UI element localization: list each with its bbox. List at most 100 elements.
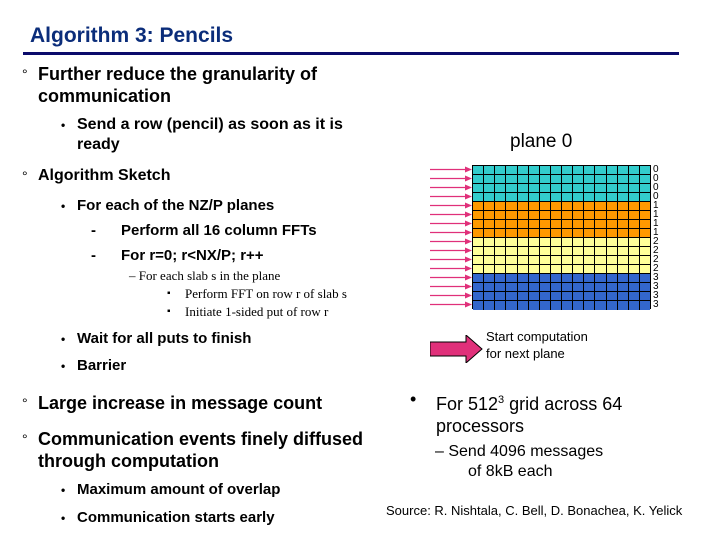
plane-cell — [495, 166, 507, 174]
plane-cell — [618, 229, 629, 237]
plane-cell — [595, 184, 607, 192]
plane-cell — [495, 247, 507, 255]
plane-label: plane 0 — [510, 131, 573, 152]
bullet-communication-line2: through computation — [38, 451, 219, 471]
row-number-label: 1 — [653, 200, 659, 211]
plane-cell — [529, 238, 540, 246]
plane-cell — [529, 220, 540, 228]
plane-cell — [607, 229, 618, 237]
plane-cell — [607, 184, 618, 192]
plane-cell — [540, 184, 551, 192]
plane-cell — [618, 292, 629, 300]
plane-cell — [618, 202, 629, 210]
plane-cell — [551, 238, 562, 246]
plane-cell — [607, 256, 618, 264]
plane-cell — [562, 274, 574, 282]
plane-cell — [518, 175, 529, 183]
plane-cell — [529, 256, 540, 264]
plane-cell — [495, 265, 507, 273]
plane-cell — [529, 274, 540, 282]
dash-for-loop: - For r=0; r<NX/P; r++ — [91, 247, 264, 264]
plane-row — [473, 220, 650, 229]
plane-cell — [551, 166, 562, 174]
row-arrow-head — [465, 238, 472, 245]
plane-cell — [629, 193, 640, 201]
start-line2: for next plane — [486, 346, 565, 361]
plane-cell — [595, 274, 607, 282]
plane-cell — [540, 274, 551, 282]
plane-cell — [484, 301, 496, 310]
plane-cell — [573, 202, 585, 210]
plane-cell — [495, 193, 507, 201]
row-arrow-head — [465, 220, 472, 227]
row-arrow-head — [465, 184, 472, 191]
plane-cell — [607, 193, 618, 201]
right-sub-text: – Send 4096 messages of 8kB each — [435, 442, 603, 482]
plane-cell — [551, 229, 562, 237]
plane-cell — [484, 292, 496, 300]
plane-cell — [540, 238, 551, 246]
row-number-label: 3 — [653, 290, 659, 301]
plane-cell — [595, 211, 607, 219]
plane-cell — [540, 247, 551, 255]
plane-cell — [518, 202, 529, 210]
row-number-label: 0 — [653, 191, 659, 202]
plane-cell — [607, 247, 618, 255]
plane-cell — [584, 166, 596, 174]
right-bullet-marker: • — [410, 389, 417, 409]
plane-cell — [629, 211, 640, 219]
plane-cell — [595, 220, 607, 228]
plane-cell — [540, 301, 551, 310]
plane-row — [473, 292, 650, 301]
plane-cell — [540, 175, 551, 183]
plane-cell — [595, 238, 607, 246]
plane-cell — [551, 265, 562, 273]
plane-cell — [518, 283, 529, 291]
plane-cell — [495, 211, 507, 219]
plane-cell — [551, 256, 562, 264]
plane-cell — [562, 247, 574, 255]
bullet-message-count: ° Large increase in message count — [22, 393, 323, 413]
plane-cell — [540, 229, 551, 237]
plane-cell — [518, 238, 529, 246]
plane-cell — [473, 202, 485, 210]
plane-cell — [573, 175, 585, 183]
plane-cell — [551, 184, 562, 192]
plane-cell — [518, 301, 529, 310]
plane-cell — [551, 202, 562, 210]
plane-cell — [584, 175, 596, 183]
plane-cell — [529, 292, 540, 300]
plane-cell — [518, 229, 529, 237]
plane-cell — [562, 256, 574, 264]
row-number-label: 3 — [653, 299, 659, 310]
plane-cell — [484, 229, 496, 237]
plane-cell — [607, 274, 618, 282]
plane-cell — [573, 238, 585, 246]
plane-cell — [529, 301, 540, 310]
plane-cell — [573, 274, 585, 282]
right-sub-line1: – Send 4096 messages — [435, 443, 604, 460]
bullet-marker: ° — [22, 66, 28, 82]
plane-cell — [551, 301, 562, 310]
plane-cell — [529, 175, 540, 183]
plane-cell — [607, 220, 618, 228]
row-arrow-head — [465, 256, 472, 263]
plane-cell — [540, 166, 551, 174]
plane-cell — [506, 301, 518, 310]
plane-cell — [607, 301, 618, 310]
plane-cell — [640, 265, 650, 273]
plane-cell — [573, 247, 585, 255]
plane-cell — [495, 283, 507, 291]
plane-cell — [640, 229, 650, 237]
bullet-algorithm-sketch: ° Algorithm Sketch — [22, 167, 171, 184]
plane-cell — [540, 283, 551, 291]
plane-cell — [529, 184, 540, 192]
plane-cell — [618, 256, 629, 264]
plane-cell — [607, 265, 618, 273]
plane-cell — [473, 283, 485, 291]
row-number-label: 2 — [653, 254, 659, 265]
plane-cell — [640, 184, 650, 192]
plane-cell — [540, 211, 551, 219]
plane-cell — [529, 247, 540, 255]
plane-cell — [618, 283, 629, 291]
